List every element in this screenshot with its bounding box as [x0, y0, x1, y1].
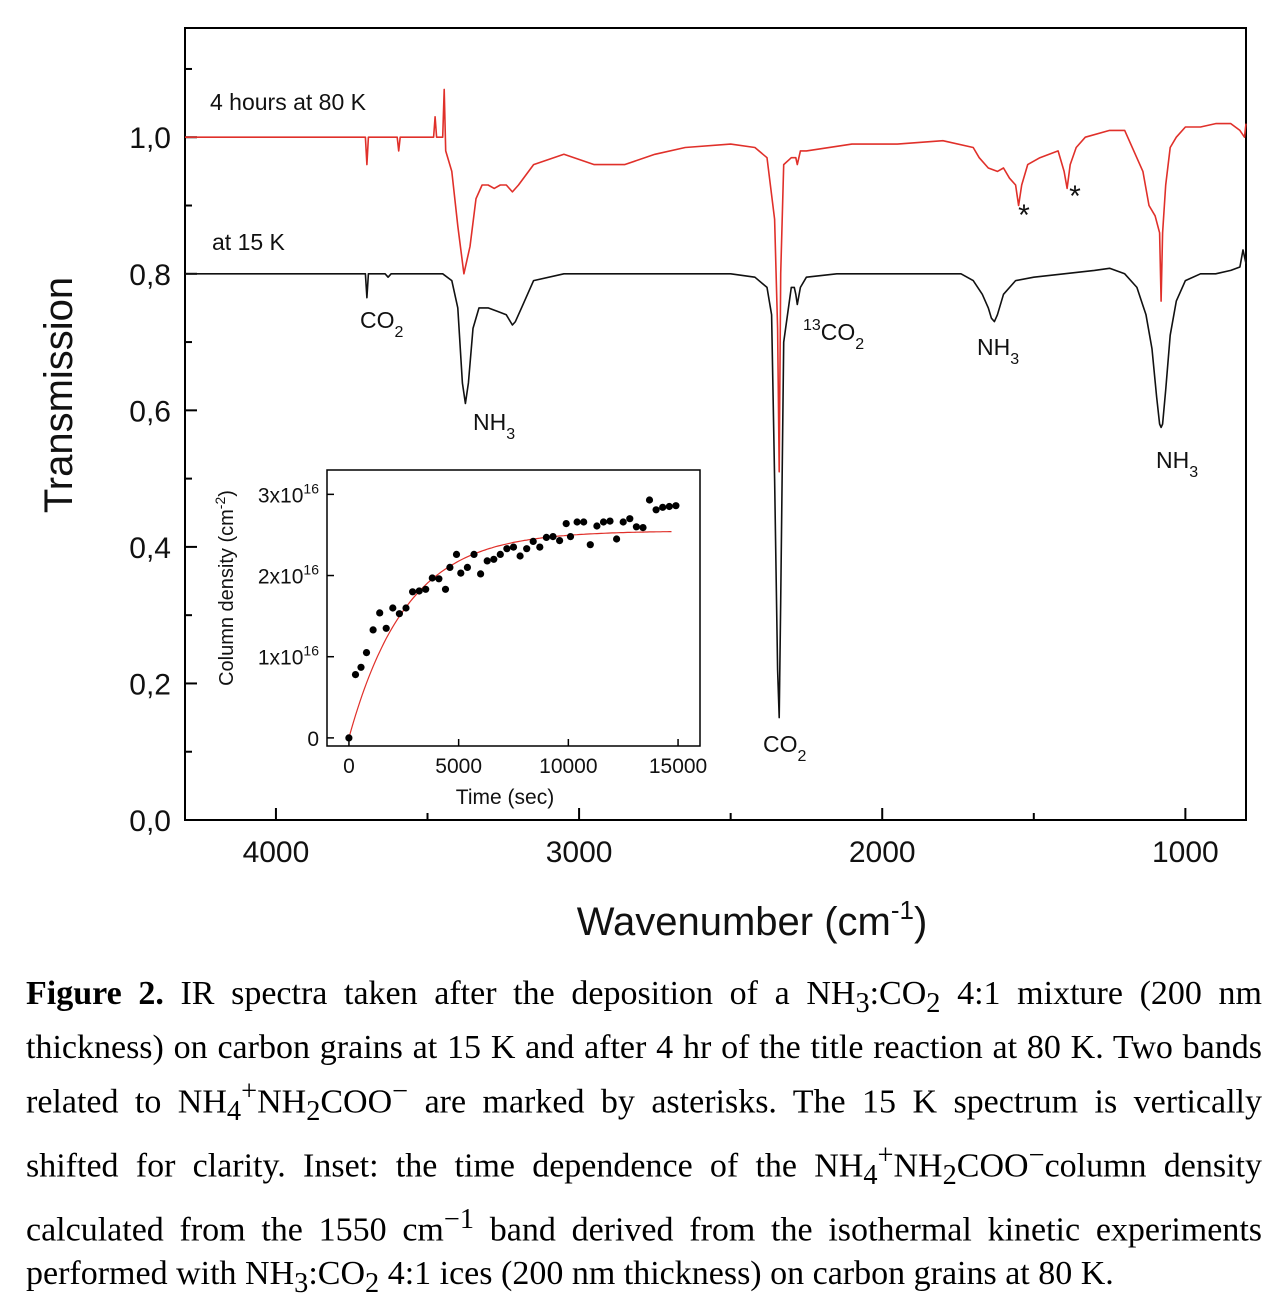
inset-data-point: [389, 604, 397, 612]
inset-data-point: [639, 524, 647, 532]
inset-data-point: [428, 574, 436, 582]
inset-data-point: [382, 624, 390, 632]
inset-data-point: [362, 649, 371, 657]
inset-y-tick-label: 1x1016: [258, 643, 319, 670]
caption-label: Figure 2.: [26, 975, 164, 1012]
inset-data-point: [529, 537, 537, 546]
inset-data-point: [369, 626, 377, 634]
main-plot-frame: [184, 27, 1247, 821]
inset-data-point: [483, 557, 491, 565]
inset-data-point: [562, 520, 570, 528]
inset-data-point: [613, 535, 621, 543]
main-y-tick-label: 0,8: [129, 259, 171, 292]
inset-data-point: [402, 604, 410, 612]
asterisk-marker-1550: *: [1018, 199, 1030, 232]
inset-data-point: [351, 671, 360, 679]
inset-data-point: [415, 587, 423, 595]
inset-data-point: [409, 588, 417, 596]
band-label-nh3-umbrella: NH3: [1156, 447, 1198, 481]
main-spectra: [185, 88, 1247, 719]
inset-data: [345, 496, 680, 742]
inset-data-point: [357, 663, 365, 671]
main-y-tick-label: 1,0: [129, 122, 171, 155]
inset-data-point: [619, 518, 627, 526]
inset-data-point: [542, 533, 551, 542]
inset-data-point: [626, 515, 634, 523]
inset-data-point: [446, 563, 454, 572]
inset-data-point: [672, 502, 680, 510]
main-axis-ticks: 4000 3000 2000 1000 0,0 0,2 0,4 0,6 0,8 1,0: [129, 67, 1219, 869]
inset-x-tick-label: 15000: [649, 755, 707, 778]
inset-data-point: [632, 523, 641, 531]
main-x-tick-label: 2000: [849, 836, 916, 869]
inset-data-point: [452, 550, 461, 559]
inset-data-point: [645, 496, 654, 504]
inset-data-point: [457, 569, 465, 577]
inset-data-point: [599, 518, 608, 526]
inset-data-point: [470, 550, 478, 559]
main-y-tick-label: 0,2: [129, 668, 171, 701]
inset-data-point: [652, 506, 660, 514]
inset-x-axis-title: Time (sec): [456, 786, 554, 809]
main-y-axis-title: Transmission: [37, 277, 81, 513]
inset-data-point: [503, 545, 511, 553]
inset-data-point: [580, 518, 588, 526]
main-x-tick-label: 1000: [1152, 836, 1219, 869]
inset-y-tick-label: 3x1016: [258, 480, 319, 507]
band-label-13co2: 13CO2: [803, 317, 864, 353]
inset-plot-frame: [326, 469, 701, 747]
inset-data-point: [536, 543, 544, 551]
main-x-axis-title: Wavenumber (cm-1): [577, 895, 928, 944]
band-label-nh3-bend: NH3: [977, 334, 1019, 368]
spectrum-line-80k: [185, 88, 1247, 473]
inset-data-point: [593, 522, 601, 530]
main-x-tick-label: 4000: [243, 836, 310, 869]
inset-data-point: [549, 533, 557, 541]
inset-data-point: [573, 518, 581, 526]
figure-caption: Figure 2. IR spectra taken after the dep…: [26, 975, 1263, 1300]
inset-data-point: [345, 734, 353, 742]
band-label-nh3-stretch: NH3: [473, 409, 515, 443]
main-y-tick-label: 0,4: [129, 532, 171, 565]
inset-data-point: [395, 610, 403, 618]
band-label-co2-strong: CO2: [763, 731, 807, 765]
inset-x-tick-label: 0: [343, 755, 355, 778]
inset-data-point: [509, 543, 518, 551]
inset-data-point: [516, 552, 524, 560]
spectrum-line-15k: [185, 249, 1247, 719]
main-y-tick-label: 0,6: [129, 395, 171, 428]
inset-data-point: [496, 550, 504, 559]
ir-spectra-figure: 4000 3000 2000 1000 0,0 0,2 0,4 0,6 0,8 1,0 Trans…: [37, 27, 1247, 944]
asterisk-marker-1390: *: [1069, 180, 1081, 213]
inset-data-point: [376, 609, 384, 617]
inset-x-tick-label: 5000: [435, 755, 482, 778]
inset-data-point: [477, 570, 485, 578]
inset-data-point: [523, 545, 531, 553]
inset-fit-curve: [348, 531, 672, 739]
curve-label-80k: 4 hours at 80 K: [210, 89, 367, 115]
inset-y-tick-label: 0: [307, 728, 319, 751]
main-y-tick-label: 0,0: [129, 805, 171, 838]
inset-data-point: [463, 563, 471, 572]
inset-data-point: [435, 575, 443, 583]
inset-y-axis-title: Column density (cm-2): [212, 490, 238, 686]
inset-data-point: [556, 537, 564, 545]
inset-axis-ticks: 0 5000 10000 15000 0 1x1016 2x1016 3x1016: [258, 480, 707, 778]
inset-data-point: [441, 585, 450, 593]
inset-data-point: [586, 541, 594, 549]
inset-data-point: [659, 503, 667, 511]
inset-data-point: [665, 502, 673, 511]
main-x-tick-label: 3000: [546, 836, 613, 869]
inset-y-tick-label: 2x1016: [258, 562, 319, 589]
inset-data-point: [422, 585, 430, 593]
curve-label-15k: at 15 K: [212, 229, 286, 255]
inset-data-point: [490, 555, 498, 563]
inset-data-point: [566, 533, 575, 541]
inset-x-tick-label: 10000: [539, 755, 597, 778]
band-label-co2-weak: CO2: [360, 307, 404, 341]
inset-data-point: [606, 517, 614, 525]
